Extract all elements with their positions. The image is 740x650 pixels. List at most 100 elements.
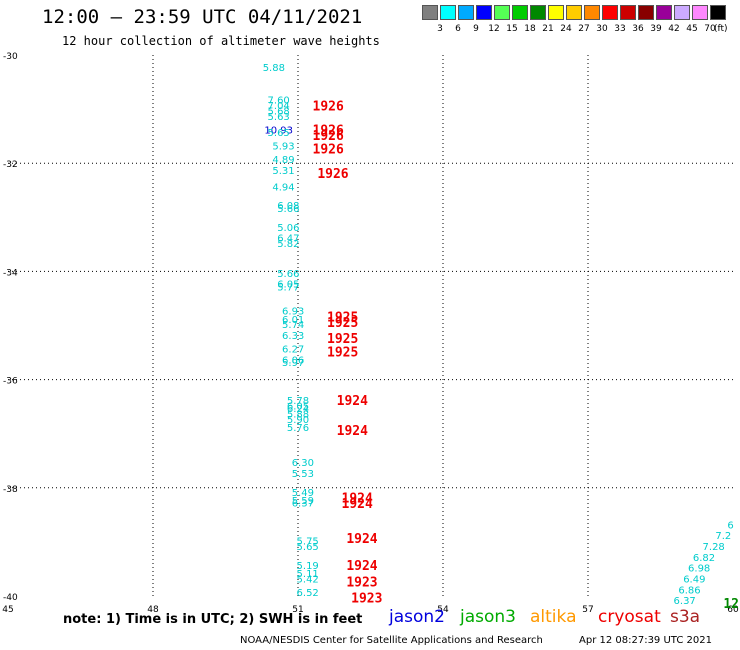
lat-tick-label: -36 (3, 377, 18, 387)
swh-value-label: 4.94 (272, 182, 294, 193)
legend-tick-label: 6 (455, 24, 461, 34)
timestamp-text: Apr 12 08:27:39 UTC 2021 (579, 635, 712, 646)
lat-tick-label: -34 (3, 268, 18, 278)
legend-swatch (476, 5, 492, 20)
swh-value-label: 5.88 (263, 63, 285, 74)
legend-swatch (656, 5, 672, 20)
swh-value-label: 5.06 (277, 223, 299, 234)
swh-value-label: 5.42 (297, 574, 319, 585)
swh-value-label: 6.27 (282, 345, 304, 356)
legend-swatch (692, 5, 708, 20)
swh-value-label: 5.88 (287, 409, 309, 420)
swh-value-label: 6.47 (277, 234, 299, 245)
swh-value-label: 6.30 (292, 458, 314, 469)
swh-value-label: 5.59 (292, 496, 314, 507)
swh-value-label: 5.82 (277, 239, 299, 250)
swh-value-label: 6.01 (282, 315, 304, 326)
swh-value-label: 6.37 (292, 499, 314, 510)
legend-tick-label: 21 (542, 24, 554, 34)
legend-swatch (638, 5, 654, 20)
swh-value-label: 5.74 (282, 320, 304, 331)
swh-value-label: 5.65 (297, 542, 319, 553)
legend-swatch (494, 5, 510, 20)
obs-time-label: 1924 (346, 559, 377, 574)
swh-value-label: 7.28 (703, 542, 725, 553)
obs-time-label: 1924 (337, 424, 368, 439)
swh-value-label: 6.24 (287, 404, 309, 415)
obs-time-label: 1924 (346, 532, 377, 547)
obs-time-label: 12 (723, 597, 739, 612)
legend-unit-label: (ft) (714, 24, 728, 34)
swh-value-label: 5.90 (287, 415, 309, 426)
swh-value-label: 6 (727, 520, 733, 531)
obs-time-label: 1925 (327, 316, 358, 331)
note-text: note: 1) Time is in UTC; 2) SWH is in fe… (63, 612, 363, 627)
swh-value-label: 5.53 (292, 469, 314, 480)
swh-value-label: 6.52 (297, 588, 319, 599)
lat-tick-label: -30 (3, 52, 18, 62)
swh-value-label: 6.06 (282, 355, 304, 366)
swh-value-label: 5.75 (297, 537, 319, 548)
legend-swatch (584, 5, 600, 20)
swh-value-label: 6.05 (277, 280, 299, 291)
legend-tick-label: 15 (506, 24, 518, 34)
obs-time-label: 1925 (327, 332, 358, 347)
legend-tick-label: 12 (488, 24, 500, 34)
map-title: 12:00 – 23:59 UTC 04/11/2021 (42, 6, 363, 28)
satellite-label-jason3: jason3 (460, 607, 516, 627)
swh-value-label: 6.82 (693, 553, 715, 564)
swh-value-label: 5.65 (268, 128, 290, 139)
swh-value-label: 5.49 (292, 488, 314, 499)
swh-value-label: 6.98 (688, 564, 710, 575)
legend-tick-label: 45 (686, 24, 698, 34)
swh-value-label: 5.78 (287, 396, 309, 407)
obs-time-label: 1926 (313, 124, 344, 139)
legend-swatch (512, 5, 528, 20)
obs-time-label: 1926 (313, 99, 344, 114)
legend-swatch (620, 5, 636, 20)
lon-tick-label: 51 (292, 605, 303, 615)
legend-tick-label: 33 (614, 24, 626, 34)
swh-value-label: 6.05 (287, 401, 309, 412)
swh-value-label: 7.04 (268, 101, 290, 112)
obs-time-label: 1924 (342, 497, 373, 512)
legend-swatch (422, 5, 438, 20)
swh-value-label: 5.11 (297, 569, 319, 580)
lon-tick-label: 48 (147, 605, 159, 615)
swh-value-label: 5.68 (268, 107, 290, 118)
lon-tick-label: 54 (437, 605, 449, 615)
obs-time-label: 1923 (351, 592, 382, 607)
lon-tick-label: 60 (727, 605, 739, 615)
obs-time-label: 1924 (342, 492, 373, 507)
obs-time-label: 1926 (313, 143, 344, 158)
obs-time-label: 1923 (346, 575, 377, 590)
legend-swatch (674, 5, 690, 20)
swh-value-label: 5.97 (282, 358, 304, 369)
credit-text: NOAA/NESDIS Center for Satellite Applica… (240, 635, 543, 646)
legend-tick-label: 18 (524, 24, 536, 34)
lat-tick-label: -32 (3, 160, 18, 170)
swh-value-label: 5.76 (287, 423, 309, 434)
obs-time-label: 1926 (317, 167, 348, 182)
obs-time-label: 1925 (327, 346, 358, 361)
legend-swatch (710, 5, 726, 20)
swh-value-label: 5.66 (277, 269, 299, 280)
legend-swatch (566, 5, 582, 20)
legend-tick-label: 36 (632, 24, 644, 34)
swh-value-label: 5.66 (277, 204, 299, 215)
obs-time-label: 1925 (327, 310, 358, 325)
satellite-label-jason2: jason2 (389, 607, 445, 627)
satellite-label-cryosat: cryosat (598, 607, 661, 627)
obs-time-label: 1924 (337, 394, 368, 409)
legend-tick-label: 27 (578, 24, 590, 34)
swh-value-label: 7.60 (268, 96, 290, 107)
lat-tick-label: -40 (3, 593, 18, 603)
swh-value-label: 10.93 (264, 125, 293, 136)
swh-value-label: 7.2 (715, 531, 731, 542)
legend-tick-label: 70 (704, 24, 716, 34)
swh-value-label: 6.08 (277, 201, 299, 212)
lon-tick-label: 45 (2, 605, 13, 615)
obs-time-label: 1926 (313, 129, 344, 144)
swh-value-label: 6.33 (282, 331, 304, 342)
